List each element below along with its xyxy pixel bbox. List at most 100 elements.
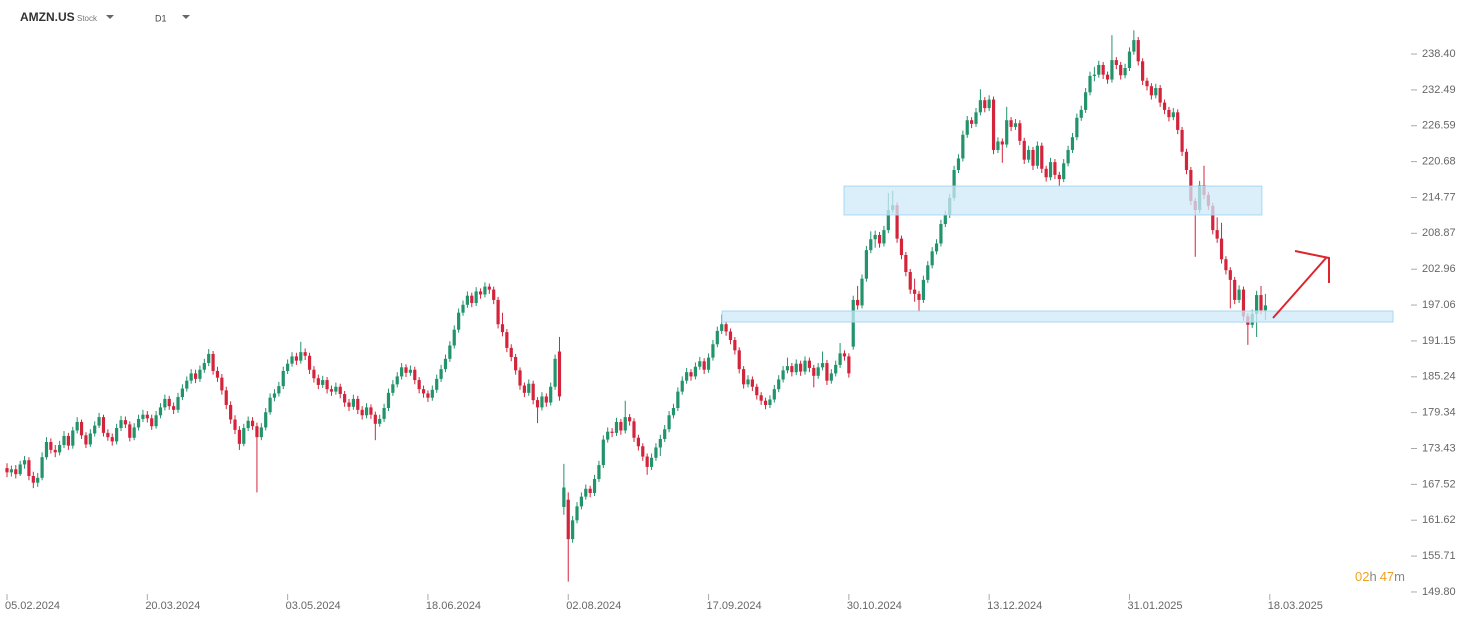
candle-body: [1263, 305, 1267, 311]
candle-body: [110, 437, 114, 442]
candle-body: [557, 351, 562, 397]
candle-body: [474, 291, 478, 303]
candle-body: [671, 408, 676, 416]
y-tick-label: 220.68: [1422, 156, 1456, 168]
candle-body: [711, 344, 715, 358]
y-tick-label: 232.49: [1422, 84, 1456, 96]
candle-body: [128, 424, 132, 438]
candle-body: [961, 134, 965, 159]
timeframe-dropdown[interactable]: [182, 15, 190, 19]
candle-body: [347, 402, 351, 407]
candle-body: [465, 295, 469, 305]
candle-body: [1154, 88, 1158, 96]
symbol[interactable]: AMZN.US: [20, 10, 75, 24]
candle-body: [132, 427, 136, 438]
candle-body: [71, 430, 75, 446]
candle-body: [676, 391, 680, 408]
candle-body: [654, 447, 658, 458]
candle-body: [136, 418, 141, 428]
candle-body: [49, 442, 53, 450]
candle-body: [58, 445, 62, 453]
y-tick-label: 208.87: [1422, 227, 1456, 239]
candle-body: [1027, 149, 1031, 160]
candle-body: [1127, 51, 1132, 68]
candle-body: [816, 367, 820, 376]
candle-body: [264, 412, 268, 428]
candle-body: [413, 369, 417, 381]
candle-body: [895, 205, 899, 239]
candle-body: [66, 435, 70, 446]
timeframe[interactable]: D1: [155, 13, 167, 23]
candle-body: [141, 414, 145, 419]
candle-body: [728, 331, 733, 340]
candle-body: [856, 299, 860, 306]
candle-body: [1171, 112, 1175, 118]
candle-body: [956, 158, 961, 170]
plot-area: [5, 30, 1267, 582]
y-tick-label: 202.96: [1422, 263, 1456, 275]
candle-body: [991, 99, 996, 150]
candle-body: [351, 398, 355, 407]
arrow-head: [1294, 250, 1330, 283]
candle-body: [430, 389, 434, 398]
candle-body: [851, 299, 855, 347]
candle-body: [1048, 162, 1053, 178]
x-tick-label: 13.12.2024: [987, 600, 1042, 612]
candle-body: [426, 393, 430, 398]
symbol-dropdown[interactable]: [106, 15, 114, 19]
candle-body: [790, 366, 794, 373]
candle-body: [921, 279, 925, 300]
candle-body: [119, 420, 123, 429]
candle-body: [1211, 205, 1215, 231]
y-tick-label: 167.52: [1422, 478, 1456, 490]
y-tick-label: 179.34: [1422, 407, 1456, 419]
candle-body: [527, 383, 531, 393]
candle-body: [1176, 112, 1180, 130]
candle-body: [1031, 149, 1035, 166]
candle-body: [1101, 64, 1105, 75]
candle-body: [623, 417, 627, 431]
candle-body: [724, 324, 728, 332]
candle-body: [1035, 145, 1039, 166]
candle-body: [693, 366, 697, 377]
y-tick-label: 161.62: [1422, 514, 1456, 526]
candle-body: [290, 356, 294, 364]
candle-body: [277, 386, 281, 394]
candle-body: [145, 414, 149, 419]
candle-body: [158, 407, 163, 416]
candle-body: [1241, 289, 1246, 317]
candle-body: [417, 380, 421, 390]
candle-body: [632, 421, 636, 438]
candle-body: [307, 355, 312, 370]
candle-body: [842, 353, 847, 357]
candle-body: [777, 379, 781, 390]
candle-body: [1237, 289, 1241, 300]
candle-body: [641, 446, 645, 457]
candle-body: [1040, 145, 1044, 169]
candle-body: [566, 499, 570, 540]
candle-body: [229, 404, 233, 420]
candle-body: [88, 433, 92, 445]
candle-body: [579, 496, 583, 507]
candle-body: [395, 376, 399, 385]
candle-body: [663, 429, 667, 439]
candle-body: [496, 299, 500, 325]
candle-body: [908, 272, 912, 290]
candle-body: [400, 367, 404, 377]
candle-body: [1141, 61, 1145, 81]
candle-body: [461, 304, 465, 313]
candle-body: [483, 286, 487, 295]
candle-body: [877, 234, 882, 244]
candle-body: [1018, 123, 1022, 141]
candle-body: [1259, 295, 1263, 311]
candle-body: [645, 456, 649, 467]
arrow: [1272, 250, 1330, 319]
candle-body: [207, 353, 211, 364]
candle-body: [303, 352, 307, 356]
candle-body: [1228, 270, 1232, 280]
candle-body: [1167, 109, 1171, 118]
candle-body: [917, 293, 921, 300]
candle-body: [1013, 123, 1018, 127]
candle-body: [233, 419, 237, 430]
